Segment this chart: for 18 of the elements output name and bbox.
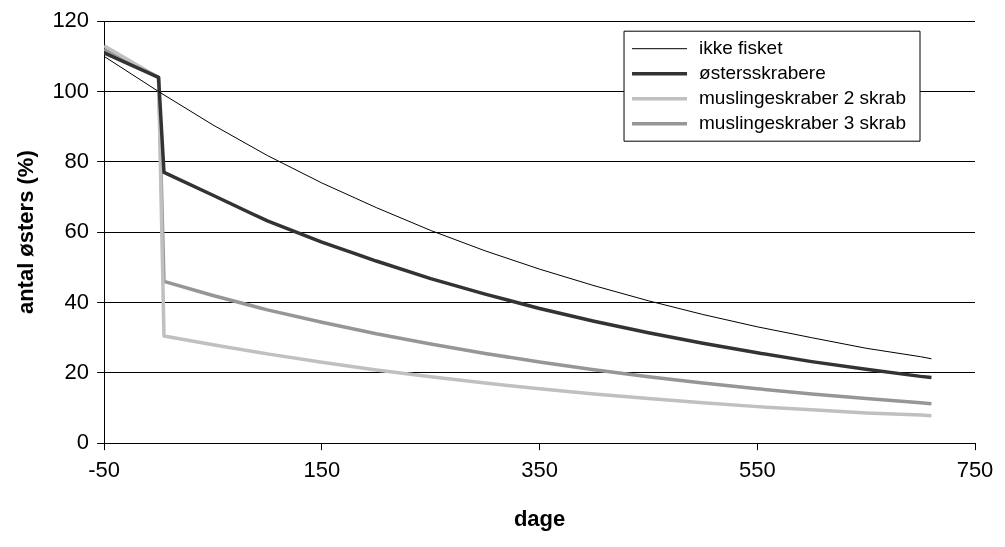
y-tick-label: 20 xyxy=(64,358,90,384)
x-axis-title: dage xyxy=(513,505,566,531)
y-tick-label: 100 xyxy=(52,77,90,103)
x-tick-label: 550 xyxy=(738,457,776,483)
legend-label: ikke fisket xyxy=(699,36,784,58)
y-tick-label: 120 xyxy=(52,7,90,33)
x-tick-label: -50 xyxy=(88,457,120,483)
x-tick-label: 350 xyxy=(521,457,558,483)
y-tick-label: 80 xyxy=(64,147,90,173)
legend-label: muslingeskraber 2 skrab xyxy=(699,86,907,108)
y-tick-label: 60 xyxy=(64,218,90,244)
y-tick-label: 40 xyxy=(64,288,90,314)
legend-label: muslingeskraber 3 skrab xyxy=(699,111,907,133)
legend-label: østersskrabere xyxy=(699,61,826,83)
x-tick-label: 150 xyxy=(303,457,341,483)
y-tick-label: 0 xyxy=(76,429,90,455)
x-tick-label: 750 xyxy=(956,457,994,483)
y-axis-title: antal østers (%) xyxy=(13,150,39,315)
